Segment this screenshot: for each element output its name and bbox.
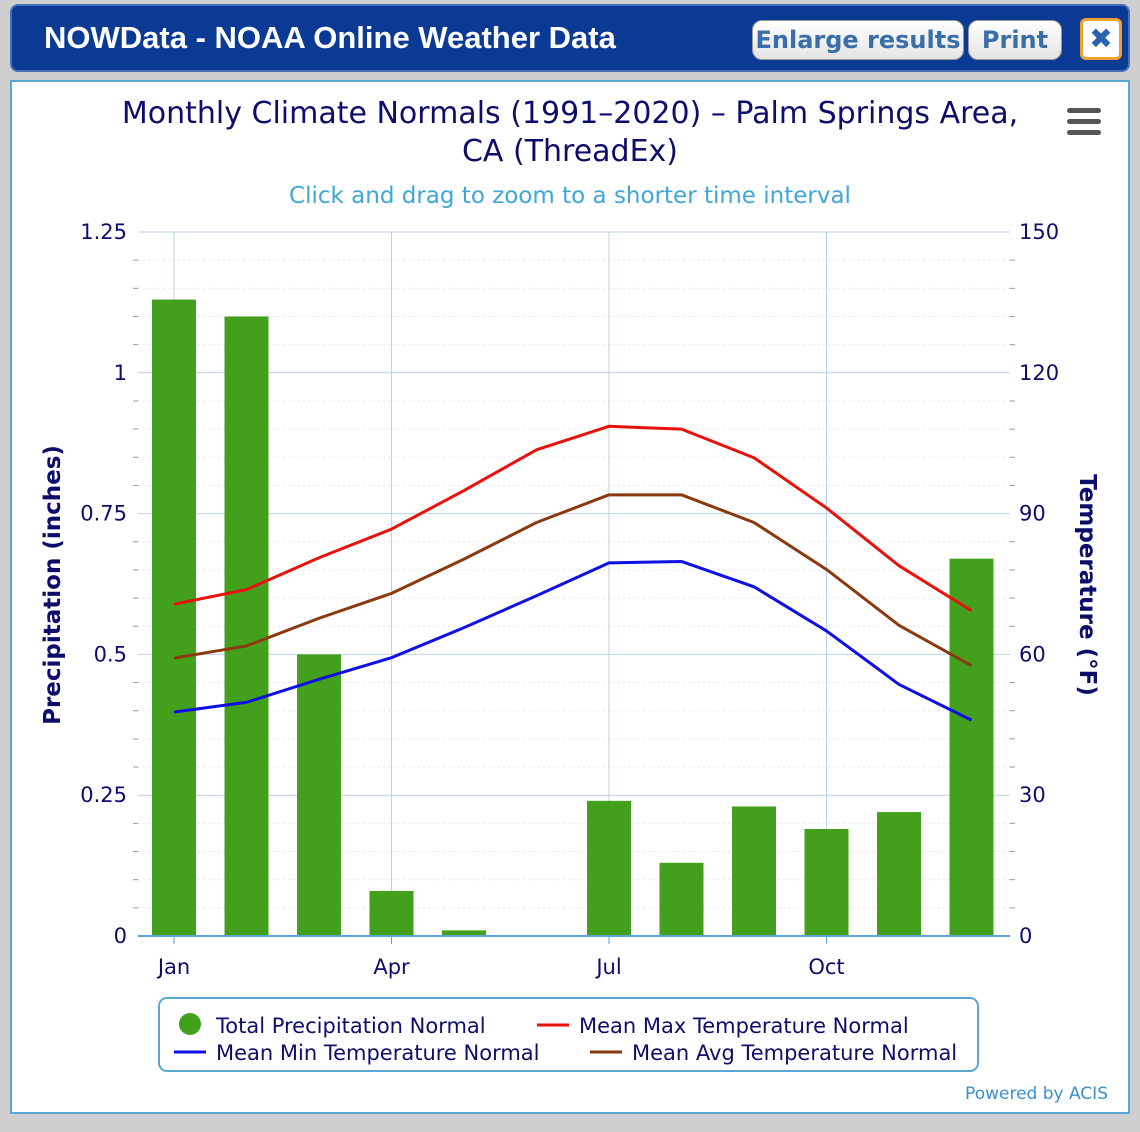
y-left-tick-label: 0.25: [80, 783, 127, 807]
precip-bar: [297, 654, 341, 936]
x-tick-label: Oct: [808, 955, 844, 979]
window-title: NOWData - NOAA Online Weather Data: [44, 20, 616, 55]
y-right-tick-label: 30: [1019, 783, 1046, 807]
precip-bar: [369, 890, 414, 936]
chart-menu-icon[interactable]: [1067, 108, 1103, 138]
y-right-tick-label: 90: [1019, 502, 1046, 526]
chart-title-line1: Monthly Climate Normals (1991–2020) – Pa…: [122, 96, 1018, 131]
legend-min-label[interactable]: Mean Min Temperature Normal: [216, 1041, 540, 1065]
y-right-tick-label: 0: [1019, 924, 1032, 948]
chart-subtitle: Click and drag to zoom to a shorter time…: [289, 183, 851, 209]
x-tick-label: Apr: [373, 955, 410, 979]
title-bar: NOWData - NOAA Online Weather Data Enlar…: [10, 4, 1130, 72]
print-button[interactable]: Print: [968, 20, 1062, 60]
y-right-tick-label: 60: [1019, 642, 1046, 666]
precip-bar: [587, 800, 631, 936]
y-right-tick-label: 120: [1019, 361, 1059, 385]
precip-bar: [152, 299, 196, 937]
legend-precip-label[interactable]: Total Precipitation Normal: [215, 1014, 486, 1038]
x-tick-label: Jul: [594, 955, 621, 979]
precip-bar: [877, 812, 921, 936]
y-axis-left-title: Precipitation (inches): [40, 445, 66, 725]
powered-by-acis-link[interactable]: Powered by ACIS: [965, 1084, 1108, 1104]
precip-bar: [804, 828, 849, 936]
legend-max-label[interactable]: Mean Max Temperature Normal: [579, 1014, 909, 1038]
precip-bar: [949, 558, 994, 936]
legend-avg-label[interactable]: Mean Avg Temperature Normal: [632, 1041, 957, 1065]
x-tick-label: Jan: [156, 955, 190, 979]
precip-bar: [442, 930, 486, 936]
temp-line-avg: [173, 493, 973, 667]
precip-bar: [732, 806, 776, 936]
chart-panel: [10, 80, 1130, 1114]
close-icon[interactable]: ✖: [1080, 18, 1122, 60]
legend[interactable]: Total Precipitation Normal Mean Max Temp…: [158, 997, 979, 1072]
chart-title-line2: CA (ThreadEx): [462, 134, 678, 169]
y-axis-right-title: Temperature (°F): [1074, 474, 1100, 696]
y-right-tick-label: 150: [1019, 220, 1059, 244]
y-left-tick-label: 0.75: [80, 502, 127, 526]
precip-bar: [659, 862, 704, 936]
y-left-tick-label: 0: [114, 924, 127, 948]
legend-precip-marker: [179, 1013, 201, 1035]
temp-line-min: [173, 559, 973, 722]
y-left-tick-label: 1.25: [80, 220, 127, 244]
enlarge-results-button[interactable]: Enlarge results: [752, 20, 964, 60]
precip-bar: [224, 316, 269, 937]
y-left-tick-label: 0.5: [94, 642, 127, 666]
temp-line-max: [173, 424, 973, 613]
y-left-tick-label: 1: [114, 361, 127, 385]
